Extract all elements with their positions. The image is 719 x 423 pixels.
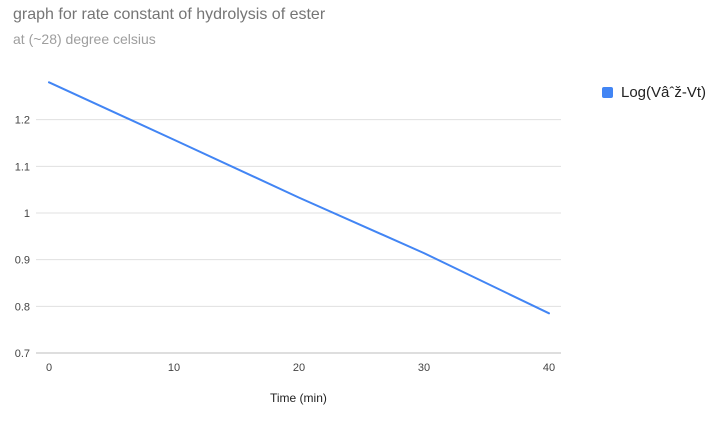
chart-title: graph for rate constant of hydrolysis of… <box>13 6 326 23</box>
series-layer <box>48 81 550 315</box>
x-tick-label: 10 <box>168 362 180 374</box>
x-tick-label: 20 <box>293 362 305 374</box>
y-tick-label: 0.8 <box>15 301 30 313</box>
x-tick-label: 0 <box>46 362 52 374</box>
y-tick-label: 1.2 <box>15 115 30 127</box>
legend-label: Log(Vâˆž-Vt) <box>621 84 707 101</box>
series-line <box>48 81 550 315</box>
y-tick-label: 1 <box>24 208 30 220</box>
tick-layer: 0.7 0.8 0.9 1 1.1 1.2 0 10 20 30 40 <box>15 115 555 374</box>
chart-subtitle: at (~28) degree celsius <box>13 31 156 47</box>
y-tick-label: 1.1 <box>15 161 30 173</box>
x-tick-label: 30 <box>418 362 430 374</box>
x-axis-label: Time (min) <box>270 391 327 405</box>
legend-swatch <box>602 87 613 98</box>
y-tick-label: 0.9 <box>15 255 30 267</box>
grid-layer <box>36 119 561 354</box>
y-tick-label: 0.7 <box>15 348 30 360</box>
legend[interactable]: Log(Vâˆž-Vt) <box>602 84 706 101</box>
x-tick-label: 40 <box>543 362 555 374</box>
